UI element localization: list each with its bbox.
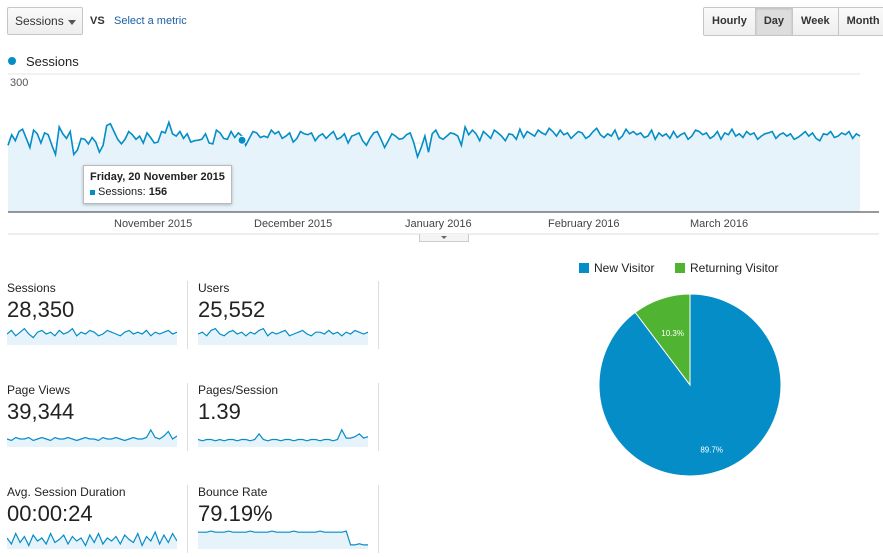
scorecard-value: 28,350 — [7, 297, 75, 322]
scorecard-users[interactable]: Users 25,552 — [197, 281, 370, 353]
series-legend-label[interactable]: Sessions — [26, 54, 79, 69]
vs-label: VS — [90, 15, 105, 27]
metric-select[interactable]: Sessions — [7, 7, 83, 35]
scorecard-label: Avg. Session Duration — [7, 485, 126, 499]
chart-expand-toggle[interactable] — [419, 234, 469, 242]
x-tick-label: March 2016 — [690, 218, 749, 230]
x-tick-label: November 2015 — [114, 218, 193, 230]
scorecard-value: 1.39 — [198, 399, 241, 424]
pie-legend-label: Returning Visitor — [690, 261, 779, 275]
tooltip-metric-label: Sessions: — [98, 186, 146, 198]
scorecard-page-views[interactable]: Page Views 39,344 — [6, 383, 179, 455]
sparkline — [198, 530, 368, 549]
visitor-type-pie-chart[interactable]: 10.3% 89.7% — [590, 285, 790, 485]
sparkline-line — [6, 428, 178, 442]
chevron-down-icon — [441, 236, 447, 239]
divider — [378, 383, 379, 451]
scorecard-pages-per-session[interactable]: Pages/Session 1.39 — [197, 383, 370, 455]
pie-legend-new-visitor[interactable]: New Visitor — [579, 261, 654, 275]
scorecard-label: Bounce Rate — [198, 485, 268, 499]
scorecard-value: 00:00:24 — [7, 501, 93, 526]
scorecard-label: Page Views — [7, 383, 71, 397]
metric-select-value: Sessions — [15, 14, 64, 28]
scorecard-sessions[interactable]: Sessions 28,350 — [6, 281, 179, 353]
period-week-button[interactable]: Week — [792, 8, 838, 35]
sparkline-fill — [198, 531, 368, 549]
sparkline — [197, 327, 369, 345]
pie-slice-label: 10.3% — [661, 329, 684, 338]
x-tick-label: February 2016 — [548, 218, 620, 230]
sparkline-line — [198, 530, 368, 546]
series-legend-dot — [8, 57, 16, 65]
pie-slice-label: 89.7% — [700, 446, 723, 455]
x-tick-label: January 2016 — [405, 218, 472, 230]
pie-slice[interactable] — [598, 293, 782, 477]
sparkline-fill — [7, 430, 177, 447]
tooltip-value: 156 — [148, 186, 168, 198]
scorecard-bounce-rate[interactable]: Bounce Rate 79.19% — [198, 485, 370, 557]
sparkline-fill — [198, 429, 368, 447]
chevron-down-icon — [68, 20, 76, 25]
scorecard-avg-session-duration[interactable]: Avg. Session Duration 00:00:24 — [6, 485, 179, 557]
sparkline-line — [6, 327, 178, 339]
scorecard-label: Sessions — [7, 281, 56, 295]
scorecard-label: Pages/Session — [198, 383, 279, 397]
select-metric-link[interactable]: Select a metric — [114, 15, 187, 27]
pie-legend-returning-visitor[interactable]: Returning Visitor — [675, 261, 779, 275]
period-hourly-button[interactable]: Hourly — [704, 8, 755, 35]
period-toggle: Hourly Day Week Month — [703, 7, 883, 36]
series-line — [7, 119, 861, 160]
period-month-button[interactable]: Month — [837, 8, 883, 35]
pie-legend-label: New Visitor — [594, 261, 655, 275]
scorecard-value: 39,344 — [7, 399, 75, 424]
divider — [187, 485, 188, 553]
divider — [187, 383, 188, 451]
scorecard-label: Users — [198, 281, 230, 295]
sparkline — [6, 327, 178, 345]
period-day-button[interactable]: Day — [754, 8, 793, 35]
scorecard-value: 25,552 — [198, 297, 266, 322]
tooltip-date: Friday, 20 November 2015 — [90, 171, 225, 183]
legend-swatch — [675, 263, 685, 273]
sparkline — [197, 428, 369, 447]
sparkline — [6, 428, 178, 447]
sparkline-line — [197, 327, 369, 337]
divider — [187, 281, 188, 349]
sparkline — [6, 530, 178, 549]
y-tick-label: 300 — [10, 77, 29, 89]
sessions-line-chart[interactable] — [0, 0, 883, 240]
divider — [378, 281, 379, 349]
hover-point — [237, 135, 247, 145]
scorecard-value: 79.19% — [198, 501, 273, 526]
sparkline-line — [6, 530, 178, 548]
x-tick-label: December 2015 — [254, 218, 333, 230]
legend-swatch — [579, 263, 589, 273]
divider — [378, 485, 379, 553]
sparkline-line — [197, 428, 369, 442]
chart-tooltip: Friday, 20 November 2015 Sessions: 156 — [83, 165, 232, 204]
series-color-swatch — [90, 189, 95, 195]
